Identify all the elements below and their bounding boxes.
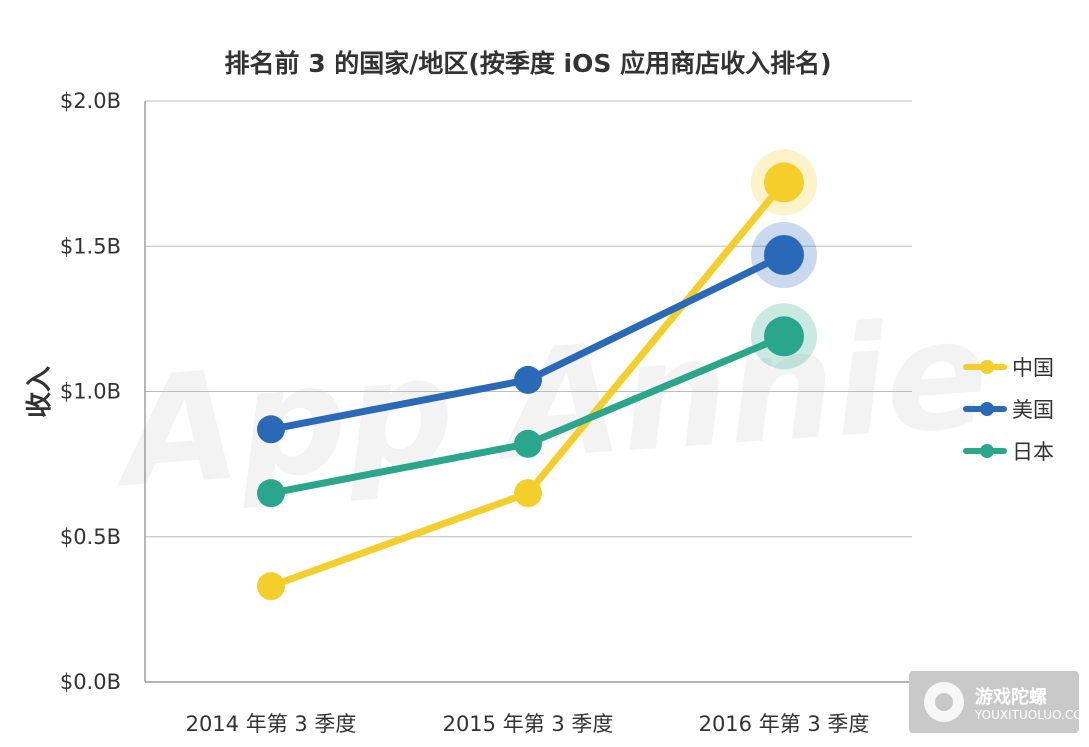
y-tick-label: $1.0B: [60, 380, 121, 404]
legend-item: 中国: [963, 356, 1054, 380]
x-tick-labels: 2014 年第 3 季度 2015 年第 3 季度 2016 年第 3 季度: [186, 712, 870, 736]
y-tick-label: $2.0B: [60, 89, 121, 113]
legend-item: 日本: [963, 440, 1054, 464]
data-point: [257, 572, 285, 601]
site-logo: 游戏陀螺 YOUXITUOLUO.COM: [909, 671, 1089, 733]
axes: [144, 101, 912, 683]
data-point: [764, 316, 804, 357]
legend-marker: [980, 402, 994, 416]
data-point: [764, 234, 804, 275]
data-point: [514, 365, 542, 394]
series-2: [257, 303, 817, 508]
data-point: [514, 479, 542, 508]
data-point: [257, 415, 285, 444]
legend-marker: [980, 360, 994, 374]
site-logo-text: 游戏陀螺: [975, 686, 1047, 708]
x-tick-label: 2014 年第 3 季度: [186, 712, 357, 736]
site-logo-subtext: YOUXITUOLUO.COM: [974, 708, 1089, 722]
data-point: [514, 429, 542, 458]
series-lines: [257, 149, 817, 601]
y-tick-label: $0.0B: [60, 670, 121, 694]
y-axis-label: 收入: [25, 366, 55, 418]
legend-item: 美国: [963, 398, 1054, 422]
series-1: [257, 221, 817, 444]
x-tick-label: 2016 年第 3 季度: [699, 712, 870, 736]
data-point: [257, 479, 285, 508]
y-tick-label: $1.5B: [60, 234, 121, 258]
y-tick-labels: $0.0B $0.5B $1.0B $1.5B $2.0B: [60, 89, 121, 694]
y-tick-label: $0.5B: [60, 525, 121, 549]
chart-title: 排名前 3 的国家/地区(按季度 iOS 应用商店收入排名): [224, 49, 831, 78]
background-watermark: App Annie: [107, 287, 993, 522]
data-point: [764, 162, 804, 203]
x-tick-label: 2015 年第 3 季度: [443, 712, 614, 736]
series-0: [257, 149, 817, 601]
legend-label: 中国: [1012, 356, 1054, 380]
site-logo-emblem-inner: [935, 693, 953, 711]
legend-label: 日本: [1012, 440, 1054, 464]
legend-marker: [980, 444, 994, 458]
legend-label: 美国: [1012, 398, 1054, 422]
